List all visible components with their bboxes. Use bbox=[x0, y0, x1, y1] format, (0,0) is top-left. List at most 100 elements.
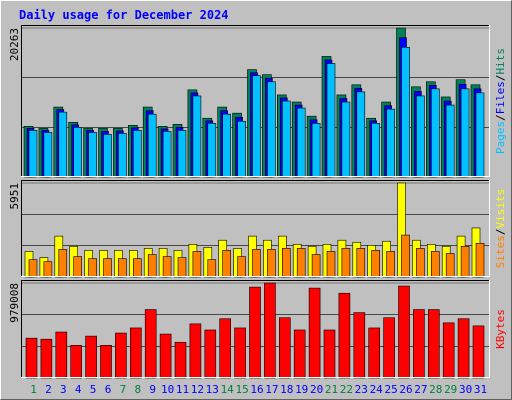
bar bbox=[341, 101, 351, 178]
y-tick-label: 979008 bbox=[8, 283, 21, 323]
bar bbox=[237, 120, 246, 178]
bar bbox=[207, 259, 217, 278]
bar bbox=[353, 312, 366, 379]
legend-entry: Pages bbox=[494, 121, 507, 154]
bar bbox=[356, 248, 366, 278]
bar bbox=[281, 100, 291, 178]
x-tick-label: 24 bbox=[370, 383, 384, 396]
bar bbox=[296, 107, 306, 178]
x-tick-label: 1 bbox=[30, 383, 37, 396]
x-tick-label: 18 bbox=[280, 383, 293, 396]
bar bbox=[460, 246, 470, 278]
x-tick-label: 8 bbox=[134, 383, 141, 396]
x-tick-label: 28 bbox=[429, 383, 442, 396]
bar bbox=[457, 318, 470, 379]
bar bbox=[427, 309, 440, 379]
bar bbox=[40, 338, 53, 379]
bar bbox=[70, 345, 82, 379]
bar bbox=[189, 323, 202, 379]
legend-entry: Hits bbox=[494, 48, 507, 75]
bar bbox=[162, 131, 172, 178]
bar bbox=[278, 317, 291, 379]
x-tick-label: 16 bbox=[250, 383, 263, 396]
legend-entry: Sites bbox=[494, 235, 507, 268]
bar bbox=[147, 254, 157, 278]
bar bbox=[430, 88, 440, 178]
x-tick-label: 22 bbox=[340, 383, 353, 396]
bar bbox=[115, 332, 127, 379]
bar bbox=[311, 254, 321, 278]
bar bbox=[323, 329, 336, 379]
bar bbox=[416, 248, 425, 278]
bar bbox=[475, 92, 485, 178]
legend: Sites/Visits bbox=[494, 189, 507, 269]
bar bbox=[401, 46, 410, 178]
bar bbox=[133, 130, 142, 178]
bar bbox=[383, 317, 395, 379]
bar bbox=[28, 130, 38, 178]
bar bbox=[147, 113, 157, 178]
bar bbox=[371, 123, 381, 178]
panel-border-light bbox=[21, 25, 490, 177]
bar bbox=[356, 91, 366, 178]
x-tick-label: 5 bbox=[90, 383, 97, 396]
bar bbox=[308, 287, 321, 379]
legend-entry: Visits bbox=[494, 189, 507, 229]
bar bbox=[192, 251, 202, 278]
bar bbox=[192, 95, 202, 178]
bar bbox=[103, 258, 112, 278]
bar bbox=[133, 258, 142, 278]
legend-entry: Files bbox=[494, 81, 507, 114]
bar bbox=[442, 322, 455, 379]
panel-border-dark bbox=[21, 25, 490, 177]
bar bbox=[267, 249, 276, 278]
legend-separator: / bbox=[494, 75, 507, 82]
bar bbox=[472, 325, 485, 379]
bar bbox=[249, 286, 261, 379]
bar bbox=[88, 132, 97, 178]
bar bbox=[296, 248, 306, 278]
x-tick-label: 14 bbox=[221, 383, 235, 396]
bar bbox=[311, 123, 321, 178]
legend-separator: / bbox=[494, 229, 507, 236]
x-tick-label: 29 bbox=[444, 383, 457, 396]
x-tick-label: 4 bbox=[75, 383, 82, 396]
bar bbox=[234, 327, 246, 379]
bar bbox=[58, 249, 68, 278]
bar bbox=[85, 335, 97, 379]
panel-border-dark bbox=[21, 180, 490, 277]
bar bbox=[204, 329, 217, 379]
bar bbox=[460, 88, 470, 178]
bar bbox=[252, 75, 261, 178]
chart-title: Daily usage for December 2024 bbox=[19, 8, 229, 22]
x-tick-label: 20 bbox=[310, 383, 323, 396]
bar bbox=[130, 327, 142, 379]
legend: Pages/Files/Hits bbox=[494, 48, 507, 154]
bar bbox=[88, 258, 97, 278]
bar bbox=[103, 134, 112, 178]
bar bbox=[177, 130, 187, 178]
bar bbox=[445, 104, 455, 178]
x-tick-label: 19 bbox=[295, 383, 308, 396]
x-tick-label: 15 bbox=[235, 383, 248, 396]
bar bbox=[159, 333, 172, 379]
panel-border-light bbox=[21, 180, 490, 277]
x-tick-label: 27 bbox=[414, 383, 427, 396]
bar bbox=[341, 248, 351, 278]
bar bbox=[222, 113, 231, 178]
bar bbox=[144, 309, 157, 379]
bar bbox=[73, 256, 82, 278]
x-tick-label: 31 bbox=[474, 383, 487, 396]
bar bbox=[25, 337, 38, 379]
bar bbox=[264, 282, 276, 379]
legend-separator: / bbox=[494, 114, 507, 121]
x-tick-label: 13 bbox=[206, 383, 219, 396]
bar bbox=[430, 251, 440, 278]
bar bbox=[118, 258, 127, 278]
x-tick-label: 30 bbox=[459, 383, 472, 396]
bar bbox=[100, 345, 112, 379]
x-tick-label: 12 bbox=[191, 383, 204, 396]
